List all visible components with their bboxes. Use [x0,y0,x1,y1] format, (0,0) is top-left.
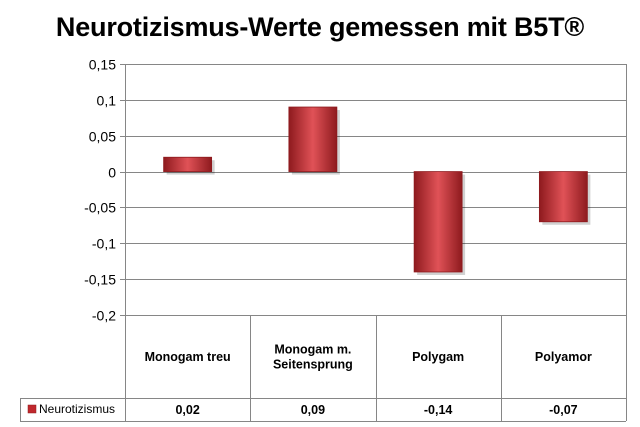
bar [538,171,588,223]
bar [413,171,463,273]
y-tick-label: 0,15 [89,57,116,73]
data-table: Monogam treu Monogam m.Seitensprung Polyga… [20,315,626,422]
data-label: 0,02 [175,403,199,417]
bar [288,106,338,172]
y-tick-label: -0,05 [84,200,116,216]
category-label: Polyamor [535,350,592,364]
data-label: -0,14 [424,403,453,417]
category-label: Monogam treu [145,350,231,364]
y-tick-label: -0,2 [92,308,116,324]
y-tick-label: 0 [108,165,116,181]
data-label: 0,09 [301,403,325,417]
category-label: Polygam [412,350,464,364]
y-tick-label: 0,1 [97,93,117,109]
data-label: -0,07 [549,403,578,417]
category-label: Monogam m. [274,343,351,357]
chart-title: Neurotizismus-Werte gemessen mit B5T® [55,12,585,42]
y-tick-label: -0,1 [92,236,116,252]
legend-swatch [27,404,37,414]
y-tick-label: -0,15 [84,272,116,288]
legend-series-name: Neurotizismus [39,402,115,416]
category-label: Seitensprung [273,358,353,372]
y-tick-labels: 0,15 0,1 0,05 0 -0,05 -0,1 -0,15 -0,2 [84,57,116,324]
bar [163,156,213,172]
bars [163,106,591,275]
y-tick-label: 0,05 [89,129,116,145]
gridlines [120,64,627,421]
